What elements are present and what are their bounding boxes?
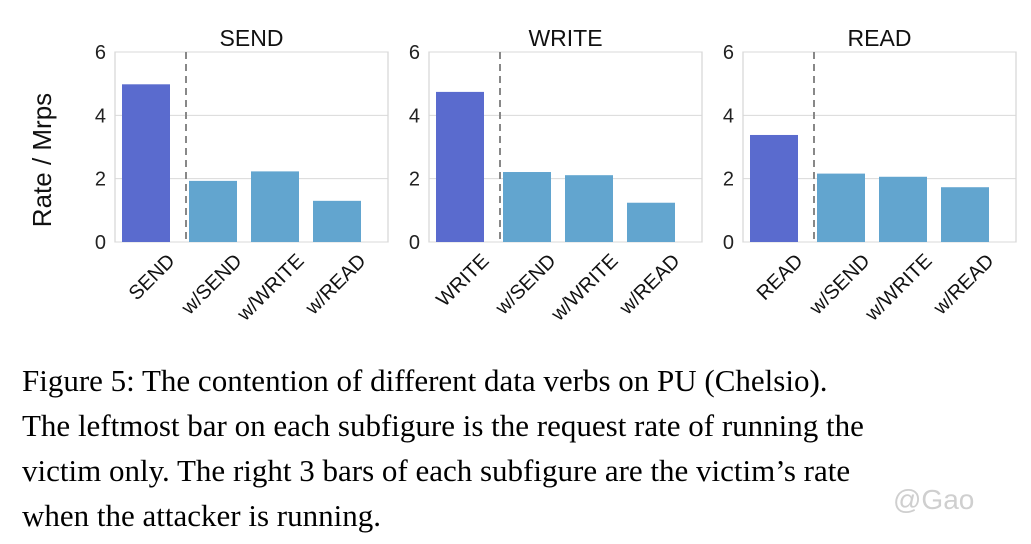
bar: [627, 202, 675, 242]
x-tick-label: w/WRITE: [547, 250, 623, 326]
caption-line: victim only. The right 3 bars of each su…: [22, 453, 851, 488]
y-tick-label: 0: [409, 232, 420, 254]
y-tick-label: 2: [409, 169, 420, 191]
watermark: @Gao: [893, 484, 975, 515]
subplot-title: WRITE: [528, 25, 602, 51]
x-tick-label: READ: [753, 250, 808, 305]
y-tick-label: 2: [723, 169, 734, 191]
y-tick-label: 4: [95, 105, 106, 127]
figure: Rate / Mrps 0246SENDSENDw/SENDw/WRITEw/R…: [27, 25, 1017, 326]
subplot-title: SEND: [220, 25, 284, 51]
bar: [189, 180, 237, 242]
bar: [313, 200, 361, 242]
caption-line: The leftmost bar on each subfigure is th…: [22, 408, 864, 443]
y-tick-label: 6: [95, 42, 106, 64]
bar: [251, 171, 299, 242]
caption-line: when the attacker is running.: [22, 498, 381, 533]
bar: [122, 84, 170, 242]
bar: [941, 187, 989, 242]
x-tick-label: w/WRITE: [861, 250, 937, 326]
figure-caption: Figure 5: The contention of different da…: [22, 358, 1017, 538]
x-tick-label: w/READ: [615, 250, 685, 320]
y-tick-label: 0: [723, 232, 734, 254]
x-tick-label: WRITE: [432, 250, 493, 311]
x-tick-label: w/READ: [929, 250, 999, 320]
bar: [817, 173, 865, 242]
bar: [879, 176, 927, 242]
bar: [565, 175, 613, 242]
y-tick-label: 4: [723, 105, 734, 127]
caption-line: Figure 5: The contention of different da…: [22, 363, 828, 398]
y-tick-label: 2: [95, 169, 106, 191]
bar: [750, 134, 798, 242]
x-tick-label: SEND: [125, 250, 180, 305]
y-axis-label: Rate / Mrps: [27, 93, 57, 227]
bar: [436, 91, 484, 243]
y-tick-label: 0: [95, 232, 106, 254]
y-tick-label: 6: [723, 42, 734, 64]
x-tick-label: w/READ: [301, 250, 371, 320]
bar: [503, 172, 551, 242]
y-tick-label: 6: [409, 42, 420, 64]
subplot-title: READ: [848, 25, 912, 51]
x-tick-label: w/WRITE: [233, 250, 309, 326]
y-tick-label: 4: [409, 105, 420, 127]
